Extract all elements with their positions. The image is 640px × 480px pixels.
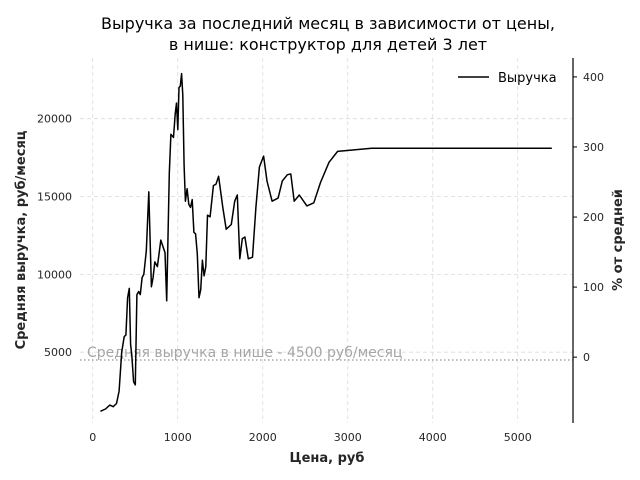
chart-title: Выручка за последний месяц в зависимости… (101, 14, 555, 54)
y2-tick-label: 100 (583, 281, 604, 294)
legend: Выручка (458, 71, 557, 86)
chart-title-line-1: Выручка за последний месяц в зависимости… (101, 14, 555, 33)
y-axis-label: Средняя выручка, руб/месяц (14, 130, 29, 349)
y2-tick-label: 300 (583, 141, 604, 154)
x-tick-label: 1000 (164, 431, 192, 444)
tick-labels: 0 1000 2000 3000 4000 50005000100001500020000… (37, 71, 604, 444)
x-axis-label: Цена, руб (290, 451, 365, 466)
y2-axis-label: % от средней (611, 189, 626, 291)
y2-tick-label: 0 (583, 351, 590, 364)
reference-line-group: Средняя выручка в нише - 4500 руб/месяц (80, 345, 573, 361)
x-tick-label: 5000 (504, 431, 532, 444)
chart-title-line-2: в нише: конструктор для детей 3 лет (169, 35, 487, 54)
y-tick-label: 20000 (37, 113, 72, 126)
y-tick-label: 15000 (37, 191, 72, 204)
reference-line-label: Средняя выручка в нише - 4500 руб/месяц (87, 345, 402, 361)
x-tick-label: 3000 (334, 431, 362, 444)
legend-label: Выручка (498, 71, 557, 86)
y2-tick-label: 200 (583, 211, 604, 224)
series-line-revenue (100, 72, 552, 412)
grid (80, 58, 573, 423)
x-tick-label: 2000 (249, 431, 277, 444)
x-tick-label: 0 (89, 431, 96, 444)
y2-tick-label: 400 (583, 71, 604, 84)
y-tick-label: 5000 (44, 346, 72, 359)
y-tick-label: 10000 (37, 268, 72, 281)
series-group (100, 72, 552, 412)
x-tick-label: 4000 (419, 431, 447, 444)
